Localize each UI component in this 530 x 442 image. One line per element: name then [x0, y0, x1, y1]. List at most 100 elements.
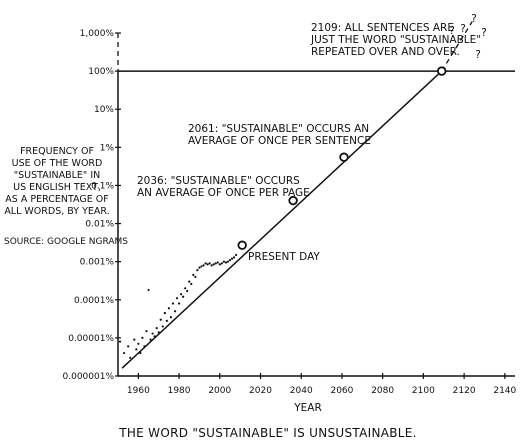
- data-point: [165, 319, 168, 322]
- y-axis-label: US ENGLISH TEXT,: [13, 182, 101, 193]
- data-point: [218, 263, 221, 266]
- data-point: [180, 293, 183, 296]
- data-point: [139, 351, 142, 355]
- milestone-label: AVERAGE OF ONCE PER SENTENCE: [188, 135, 371, 147]
- milestone-label: 2036: "SUSTAINABLE" OCCURS: [137, 175, 300, 187]
- data-point: [135, 348, 138, 351]
- data-point: [184, 287, 187, 290]
- data-point: [224, 261, 228, 264]
- data-point: [228, 258, 232, 262]
- data-point: [155, 327, 158, 330]
- data-point: [143, 345, 146, 348]
- labels: PRESENT DAY 2036: "SUSTAINABLE" OCCURSAN …: [4, 13, 487, 440]
- data-point: [141, 336, 144, 339]
- data-point: [167, 307, 170, 310]
- data-point: [226, 260, 230, 263]
- y-tick-label: 100%: [88, 67, 114, 77]
- data-point: [123, 351, 126, 355]
- x-tick-label: 2000: [208, 386, 231, 396]
- milestone-marker: [237, 240, 247, 250]
- x-tick-label: 2140: [493, 386, 516, 396]
- milestone-label: 2061: "SUSTAINABLE" OCCURS AN: [188, 123, 369, 135]
- milestone-label: PRESENT DAY: [248, 251, 320, 263]
- x-tick-label: 2060: [330, 386, 353, 396]
- milestones: [237, 66, 447, 250]
- data-point: [206, 263, 209, 266]
- y-tick-label: 1%: [100, 143, 115, 153]
- data-point: [220, 262, 223, 265]
- milestone-label: AN AVERAGE OF ONCE PER PAGE: [137, 187, 310, 199]
- question-mark: ?: [460, 23, 466, 35]
- data-point: [153, 335, 156, 338]
- axes: 1,000% 100% 10% 1% 0.1% 0.01% 0.001% 0.0001% 0.0…: [63, 29, 517, 396]
- data-point: [198, 266, 201, 269]
- x-tick-label: 2120: [453, 386, 476, 396]
- data-point: [192, 273, 195, 276]
- milestone-marker: [288, 195, 298, 206]
- data-point: [173, 310, 177, 313]
- question-mark: ?: [475, 49, 481, 61]
- x-tick-label: 1960: [127, 386, 150, 396]
- y-tick-label: 0.0001%: [74, 296, 114, 306]
- y-axis-label: ALL WORDS, BY YEAR.: [4, 206, 109, 217]
- y-axis-label: USE OF THE WORD: [12, 158, 103, 169]
- data-point: [169, 316, 173, 319]
- data-point: [127, 345, 130, 348]
- question-mark: ?: [481, 27, 487, 39]
- data-point: [157, 331, 160, 334]
- data-point: [159, 318, 162, 321]
- trend-line: [121, 70, 443, 369]
- trend-line-extrapolated: [441, 21, 473, 72]
- data-point: [200, 265, 203, 268]
- data-point: [194, 275, 197, 278]
- data-point: [202, 264, 205, 267]
- y-axis-label: AS A PERCENTAGE OF: [5, 194, 108, 205]
- data-point: [137, 342, 140, 345]
- trend-line-group: [121, 21, 473, 369]
- y-tick-label: 0.00001%: [68, 334, 114, 344]
- data-point: [190, 282, 193, 286]
- data-point: [129, 356, 132, 359]
- x-axis-label: YEAR: [293, 402, 322, 414]
- data-point: [133, 338, 136, 341]
- y-tick-label: 0.1%: [91, 181, 114, 191]
- data-point: [182, 295, 185, 298]
- y-tick-label: 1,000%: [80, 29, 115, 39]
- y-tick-label: 10%: [94, 105, 114, 115]
- y-tick-label: 0.001%: [80, 258, 115, 268]
- source-note: SOURCE: GOOGLE NGRAMS: [4, 237, 128, 247]
- y-tick-label: 0.000001%: [63, 372, 115, 382]
- data-point: [196, 269, 199, 272]
- data-point: [210, 264, 213, 267]
- y-axis-label: "SUSTAINABLE" IN: [14, 170, 100, 181]
- data-point: [232, 256, 236, 259]
- milestone-marker: [437, 66, 447, 76]
- question-mark: ?: [471, 13, 477, 25]
- data-point: [118, 340, 122, 343]
- x-tick-label: 2040: [290, 386, 313, 396]
- data-point: [145, 330, 148, 333]
- data-point: [151, 332, 154, 335]
- y-tick-label: 0.01%: [85, 220, 114, 230]
- data-point: [186, 289, 189, 293]
- data-point: [222, 260, 225, 263]
- data-point: [234, 253, 238, 257]
- data-point: [214, 262, 217, 265]
- data-point: [230, 257, 234, 260]
- data-point: [177, 302, 181, 305]
- y-axis-label: FREQUENCY OF: [20, 146, 94, 157]
- data-point: [163, 311, 166, 315]
- milestone-label: JUST THE WORD "SUSTAINABLE": [310, 34, 481, 46]
- data-point: [161, 325, 164, 328]
- data-point: [204, 262, 207, 265]
- question-mark: ?: [449, 25, 455, 37]
- milestone-label: 2109: ALL SENTENCES ARE: [311, 22, 454, 34]
- data-point: [175, 297, 179, 300]
- x-tick-label: 1980: [168, 386, 191, 396]
- caption: THE WORD "SUSTAINABLE" IS UNSUSTAINABLE.: [118, 426, 417, 440]
- data-point: [208, 262, 211, 265]
- observed-points: [118, 253, 238, 359]
- data-point: [171, 302, 175, 305]
- x-tick-label: 2080: [371, 386, 394, 396]
